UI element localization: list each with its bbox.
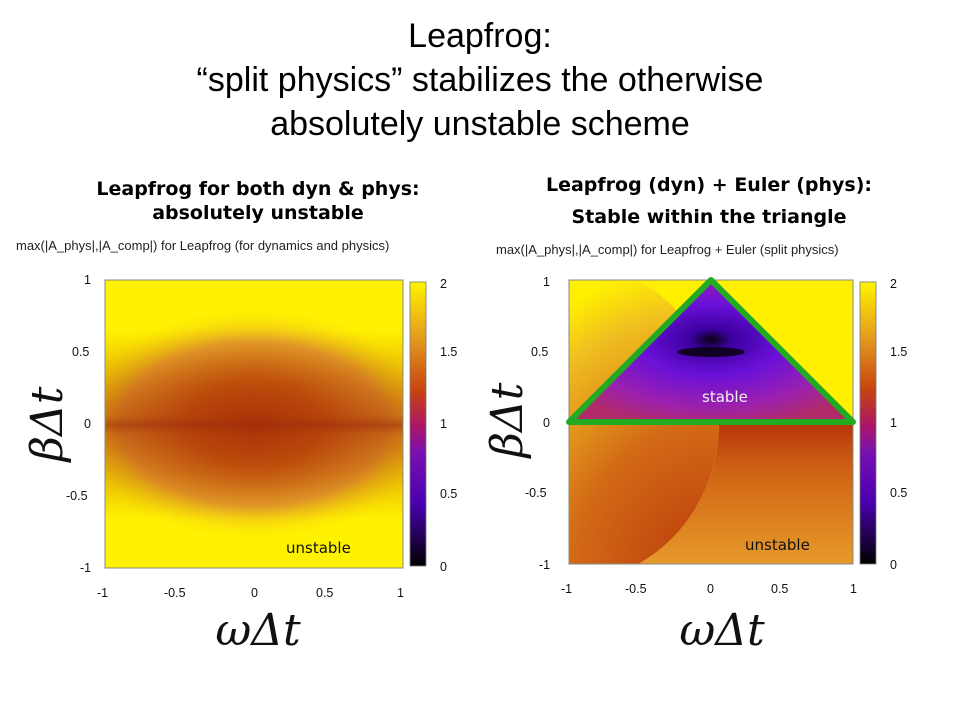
left-ytick: -0.5 — [66, 489, 88, 503]
left-heading-line-2: absolutely unstable — [152, 202, 364, 224]
right-xtick: 0.5 — [771, 582, 788, 596]
left-xlabel: ωΔt — [215, 605, 301, 656]
right-heading-line-2: Stable within the triangle — [571, 206, 847, 228]
right-ytick: 0 — [543, 416, 550, 430]
right-cbar-tick: 0.5 — [890, 486, 907, 500]
right-unstable-label: unstable — [745, 536, 810, 554]
right-ytick: 1 — [543, 275, 550, 289]
left-xtick: 0 — [251, 586, 258, 600]
right-xlabel: ωΔt — [679, 605, 765, 656]
right-ytick: -0.5 — [525, 486, 547, 500]
right-ytick: -1 — [539, 558, 550, 572]
left-plot-title: max(|A_phys|,|A_comp|) for Leapfrog (for… — [16, 238, 389, 253]
right-xtick: -0.5 — [625, 582, 647, 596]
slide-title: Leapfrog: “split physics” stabilizes the… — [0, 14, 960, 146]
left-ytick: 0 — [84, 417, 91, 431]
left-ytick: -1 — [80, 561, 91, 575]
left-xtick: -0.5 — [164, 586, 186, 600]
right-plot-title: max(|A_phys|,|A_comp|) for Leapfrog + Eu… — [496, 242, 839, 257]
right-xtick: 1 — [850, 582, 857, 596]
left-cbar-tick: 0.5 — [440, 487, 457, 501]
right-cbar-tick: 1 — [890, 416, 897, 430]
left-panel-heading: Leapfrog for both dyn & phys: absolutely… — [18, 174, 498, 228]
left-unstable-label: unstable — [286, 539, 351, 557]
right-cbar-tick: 1.5 — [890, 345, 907, 359]
left-colorbar — [409, 281, 427, 567]
right-cbar-tick: 0 — [890, 558, 897, 572]
title-line-2: “split physics” stabilizes the otherwise — [196, 61, 764, 99]
right-colorbar — [859, 281, 877, 565]
left-xtick: 0.5 — [316, 586, 333, 600]
left-ylabel: βΔt — [22, 386, 73, 463]
left-cbar-tick: 0 — [440, 560, 447, 574]
right-xtick: -1 — [561, 582, 572, 596]
left-heatmap-center-band — [105, 330, 403, 520]
left-ytick: 0.5 — [72, 345, 89, 359]
right-panel-heading: Leapfrog (dyn) + Euler (phys): Stable wi… — [469, 170, 949, 232]
left-xtick: -1 — [97, 586, 108, 600]
right-stable-label: stable — [702, 388, 748, 406]
right-ytick: 0.5 — [531, 345, 548, 359]
right-heading-line-1: Leapfrog (dyn) + Euler (phys): — [545, 174, 873, 196]
left-cbar-tick: 2 — [440, 277, 447, 291]
left-ytick: 1 — [84, 273, 91, 287]
right-cbar-tick: 2 — [890, 277, 897, 291]
left-heatmap — [105, 280, 403, 568]
right-stable-core — [677, 347, 745, 357]
title-line-1: Leapfrog: — [408, 17, 552, 55]
right-xtick: 0 — [707, 582, 714, 596]
right-ylabel: βΔt — [482, 382, 533, 459]
left-plot-frame — [104, 279, 404, 569]
left-cbar-tick: 1 — [440, 417, 447, 431]
title-line-3: absolutely unstable scheme — [270, 105, 690, 143]
left-cbar-tick: 1.5 — [440, 345, 457, 359]
left-heading-line-1: Leapfrog for both dyn & phys: — [96, 178, 420, 200]
stability-triangle-outline — [566, 277, 856, 425]
left-xtick: 1 — [397, 586, 404, 600]
